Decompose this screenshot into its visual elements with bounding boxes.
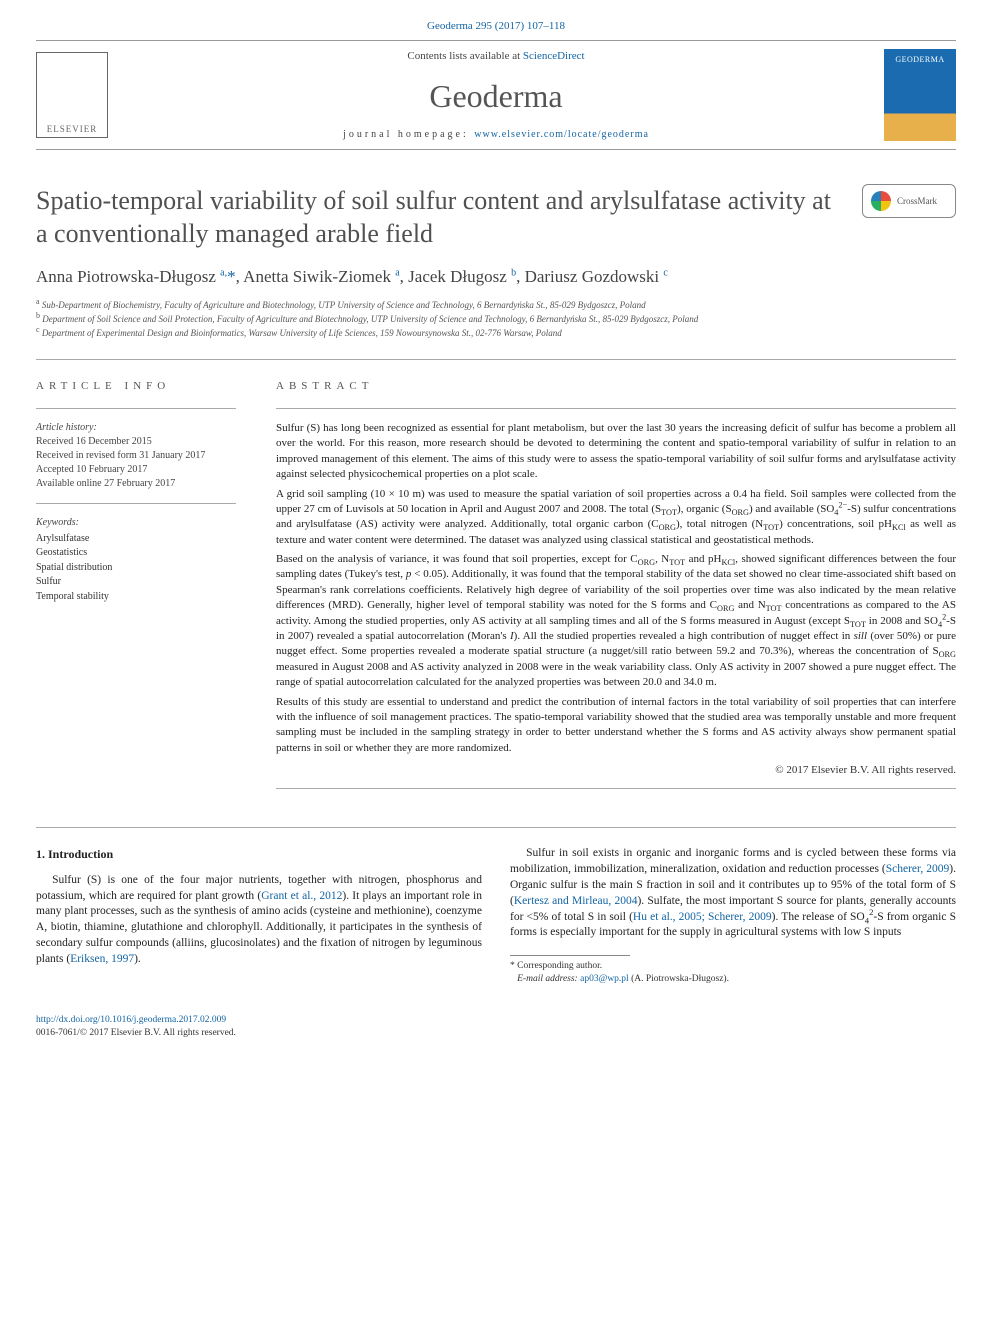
info-rule [36,503,236,504]
info-rule [36,408,236,409]
footnote-rule [510,955,630,956]
keywords-label: Keywords: [36,516,236,530]
body-paragraph: Sulfur (S) is one of the four major nutr… [36,873,482,968]
homepage-link[interactable]: www.elsevier.com/locate/geoderma [474,129,649,140]
citation-line: Geoderma 295 (2017) 107–118 [36,20,956,32]
authors-line: Anna Piotrowska-Długosz a,*, Anetta Siwi… [36,267,956,287]
introduction-heading: 1. Introduction [36,846,482,863]
keyword: Arylsulfatase [36,532,236,547]
abstract-rule-bottom [276,788,956,789]
doi-link[interactable]: http://dx.doi.org/10.1016/j.geoderma.201… [36,1015,226,1025]
contents-prefix: Contents lists available at [407,50,522,62]
publisher-logo: ELSEVIER [36,52,108,138]
body-two-column: 1. Introduction Sulfur (S) is one of the… [36,846,956,986]
homepage-line: journal homepage: www.elsevier.com/locat… [126,129,866,140]
body-separator [36,827,956,828]
email-label: E-mail address: [517,974,578,984]
email-person: (A. Piotrowska-Długosz). [631,974,729,984]
keywords-block: Keywords: ArylsulfataseGeostatisticsSpat… [36,516,236,605]
keyword: Temporal stability [36,590,236,605]
history-line: Received 16 December 2015 [36,435,236,449]
crossmark-badge[interactable]: CrossMark [862,184,956,218]
separator-rule [36,359,956,360]
footnotes: * Corresponding author. E-mail address: … [510,960,956,986]
abstract-paragraph: Sulfur (S) has long been recognized as e… [276,421,956,483]
keyword: Geostatistics [36,546,236,561]
history-line: Available online 27 February 2017 [36,477,236,491]
keyword: Sulfur [36,575,236,590]
header-center: Contents lists available at ScienceDirec… [126,50,866,140]
history-line: Accepted 10 February 2017 [36,463,236,477]
journal-header: ELSEVIER Contents lists available at Sci… [36,40,956,150]
contents-line: Contents lists available at ScienceDirec… [126,50,866,62]
homepage-prefix: journal homepage: [343,129,474,140]
article-title: Spatio-temporal variability of soil sulf… [36,184,838,251]
article-info-column: ARTICLE INFO Article history: Received 1… [36,380,236,801]
email-line: E-mail address: ap03@wp.pl (A. Piotrowsk… [510,973,956,986]
abstract-copyright: © 2017 Elsevier B.V. All rights reserved… [276,764,956,776]
body-paragraph: Sulfur in soil exists in organic and ino… [510,846,956,941]
affiliation-line: b Department of Soil Science and Soil Pr… [36,311,956,325]
abstract-rule [276,408,956,409]
publisher-logo-label: ELSEVIER [47,124,98,134]
affiliation-line: a Sub-Department of Biochemistry, Facult… [36,297,956,311]
abstract-heading: ABSTRACT [276,380,956,392]
history-line: Received in revised form 31 January 2017 [36,449,236,463]
article-info-heading: ARTICLE INFO [36,380,236,392]
journal-name: Geoderma [126,78,866,115]
bottom-metadata: http://dx.doi.org/10.1016/j.geoderma.201… [36,1014,956,1040]
sciencedirect-link[interactable]: ScienceDirect [523,50,585,62]
issn-copyright-line: 0016-7061/© 2017 Elsevier B.V. All right… [36,1028,236,1038]
abstract-paragraph: A grid soil sampling (10 × 10 m) was use… [276,487,956,549]
history-label: Article history: [36,421,236,435]
affiliations: a Sub-Department of Biochemistry, Facult… [36,297,956,339]
article-history: Article history: Received 16 December 20… [36,421,236,491]
journal-cover-thumb: GEODERMA [884,49,956,141]
abstract-paragraph: Based on the analysis of variance, it wa… [276,552,956,691]
keyword: Spatial distribution [36,561,236,576]
affiliation-line: c Department of Experimental Design and … [36,325,956,339]
abstract-paragraph: Results of this study are essential to u… [276,695,956,757]
crossmark-label: CrossMark [897,196,937,206]
corresponding-author-note: * Corresponding author. [510,960,956,973]
email-link[interactable]: ap03@wp.pl [580,974,629,984]
abstract-column: ABSTRACT Sulfur (S) has long been recogn… [276,380,956,801]
cover-thumb-label: GEODERMA [895,55,944,64]
crossmark-icon [871,191,891,211]
abstract-body: Sulfur (S) has long been recognized as e… [276,421,956,756]
